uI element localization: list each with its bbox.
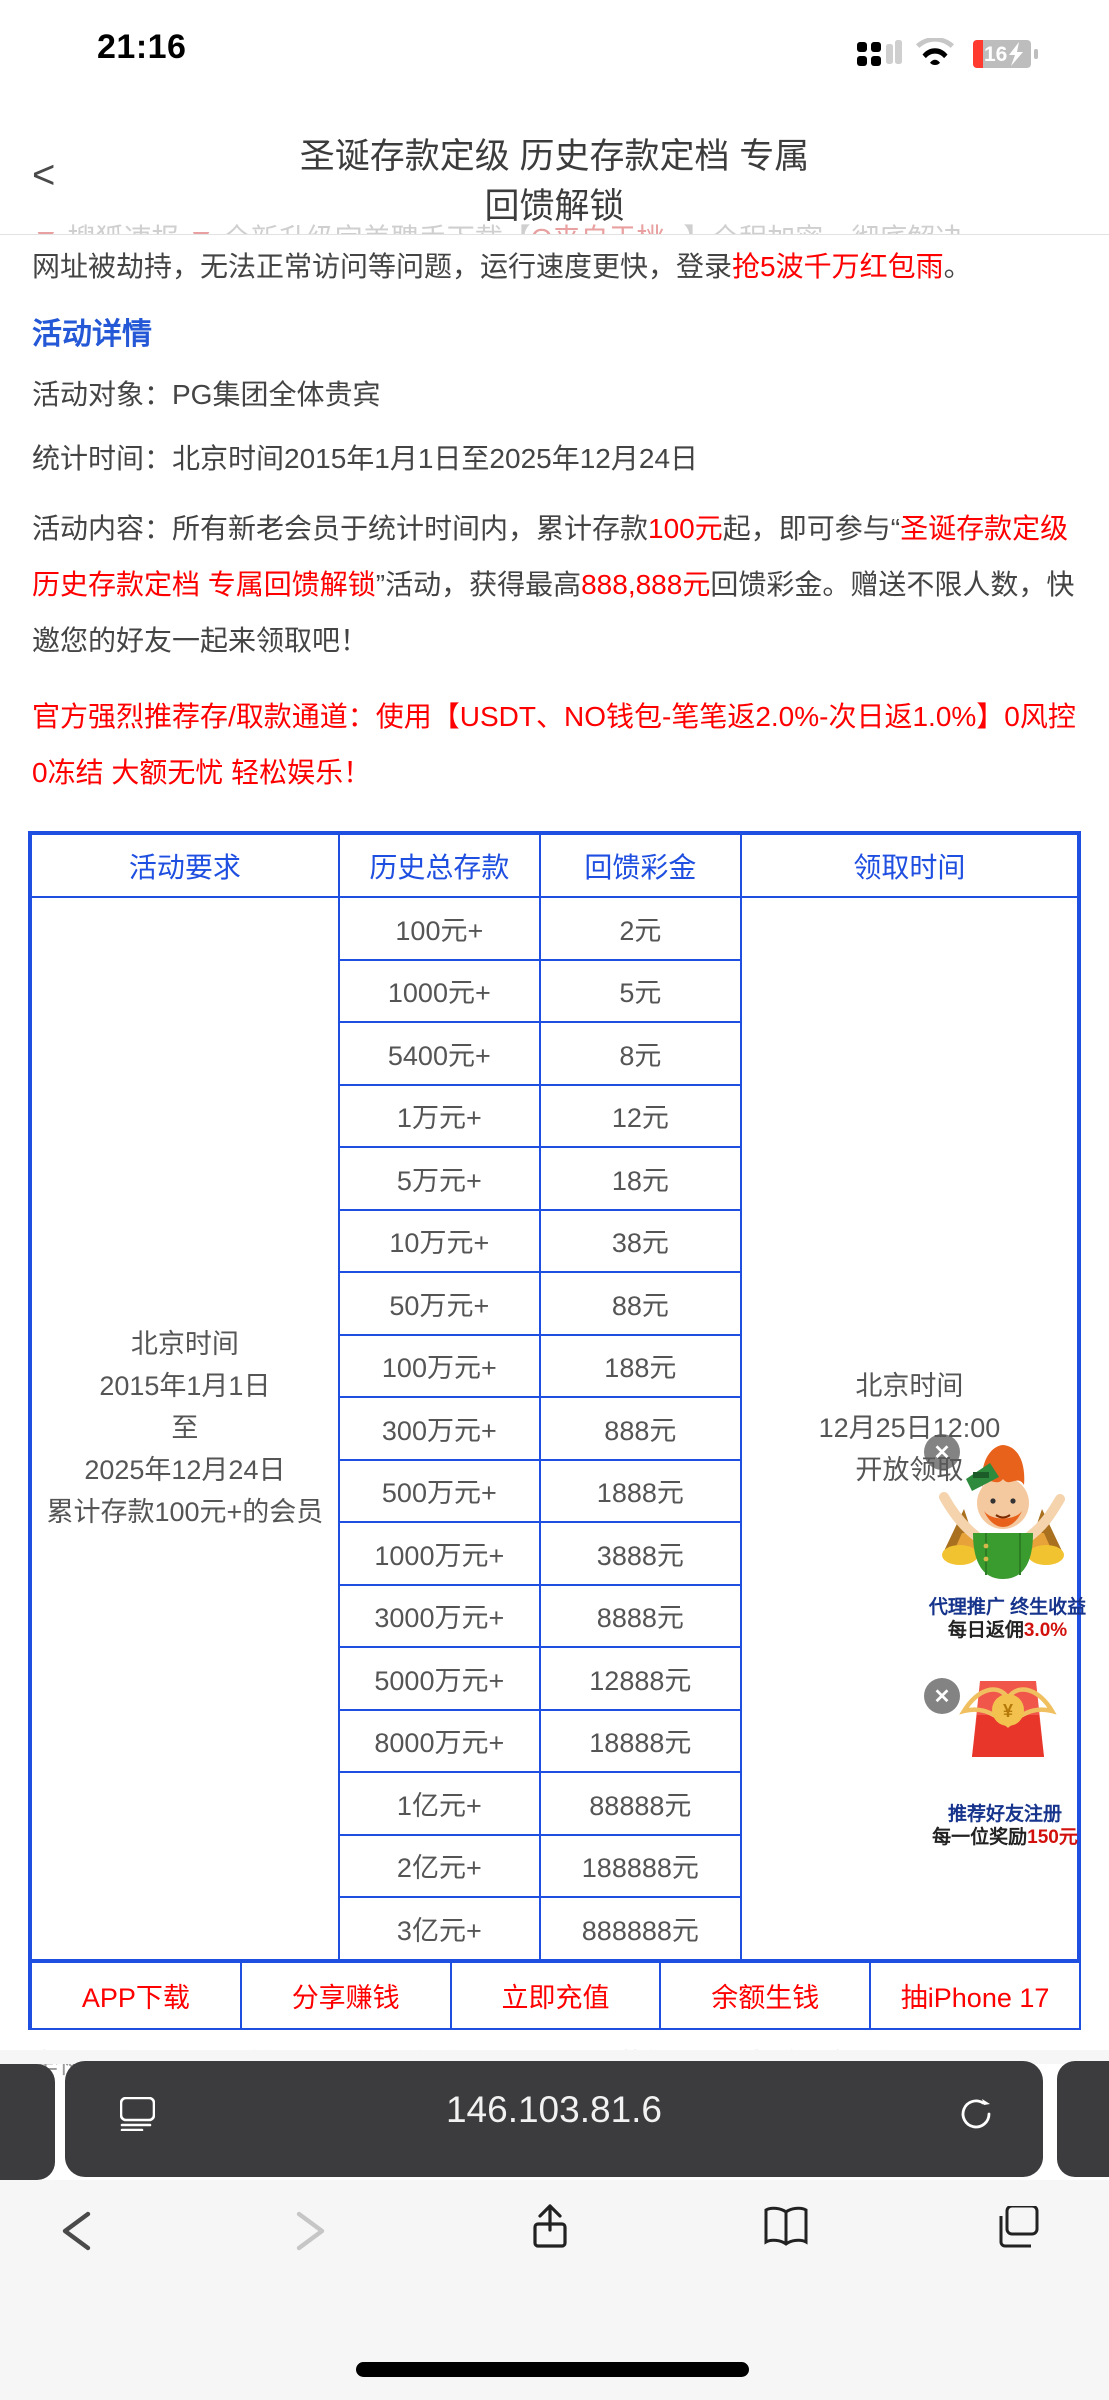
svg-text:16: 16	[984, 43, 1007, 66]
svg-text:¥: ¥	[1003, 1701, 1013, 1721]
